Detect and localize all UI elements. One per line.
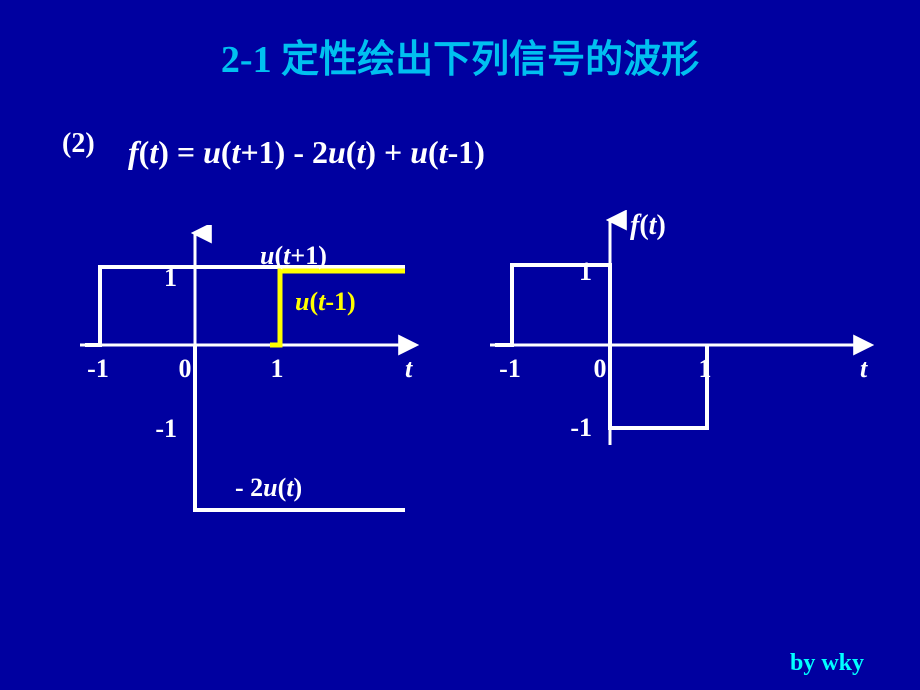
slide-title: 2-1 定性绘出下列信号的波形 <box>0 28 920 83</box>
right-x-axis-label: t <box>860 354 868 383</box>
right-xtick-2: 1 <box>699 354 712 383</box>
right-ymark-1: 1 <box>579 257 592 286</box>
right-ymark-m1: -1 <box>570 413 592 442</box>
label-u-t-plus-1: u(t+1) <box>260 241 327 271</box>
equation: f(t) = u(t+1) - 2u(t) + u(t-1) <box>128 134 485 171</box>
right-plot-title: f(t) <box>630 210 666 242</box>
problem-number: (2) <box>62 128 95 160</box>
label-u-t-minus-1: u(t-1) <box>295 287 356 317</box>
left-x-axis-label: t <box>405 354 413 383</box>
left-xtick-2: 1 <box>271 354 284 383</box>
left-xtick-1: 0 <box>179 354 192 383</box>
left-xtick-0: -1 <box>87 354 109 383</box>
left-ymark-1: 1 <box>164 263 177 292</box>
right-xtick-1: 0 <box>594 354 607 383</box>
label-neg-2u-t: - 2u(t) <box>235 473 302 503</box>
right-plot: -1 0 1 t 1 -1 <box>450 210 890 460</box>
left-ymark-m1: -1 <box>155 414 177 443</box>
right-xtick-0: -1 <box>499 354 521 383</box>
author-footer: by wky <box>790 650 864 677</box>
curve-u-t-plus-1 <box>85 267 405 345</box>
